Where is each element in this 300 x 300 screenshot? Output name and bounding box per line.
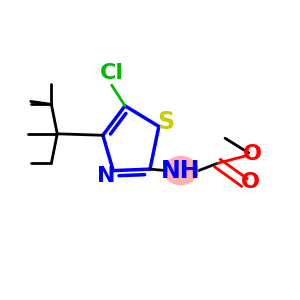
Text: O: O: [243, 144, 262, 164]
Text: N: N: [97, 167, 115, 187]
Text: O: O: [241, 172, 260, 192]
Ellipse shape: [163, 156, 199, 185]
Text: Cl: Cl: [100, 63, 124, 83]
Text: S: S: [158, 110, 175, 134]
Text: NH: NH: [161, 159, 201, 183]
